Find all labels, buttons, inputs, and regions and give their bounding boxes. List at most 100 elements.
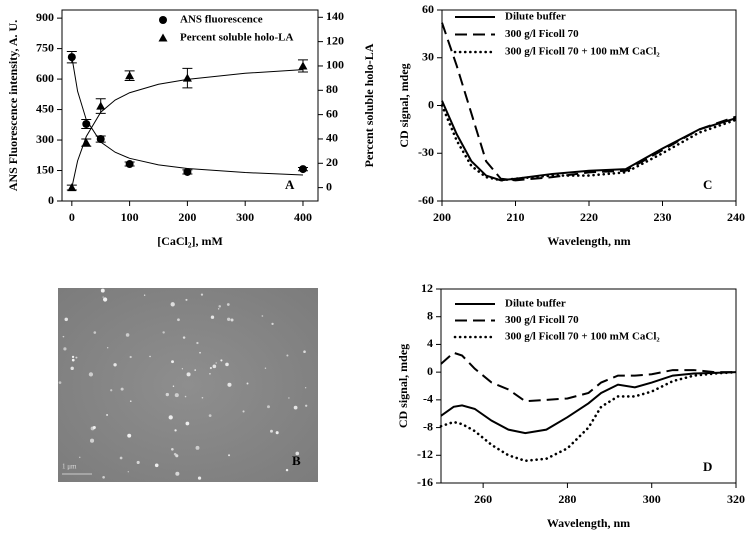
y-tick-label: -8 (423, 419, 433, 433)
speck (208, 414, 212, 417)
y2-axis-label: Percent soluble holo-LA (362, 43, 376, 167)
speck (143, 294, 146, 296)
micrograph: 1 μm B (58, 288, 318, 482)
speck (196, 341, 199, 345)
speck (177, 318, 180, 322)
y-tick-label: -16 (417, 475, 433, 489)
speck (304, 387, 307, 389)
y-axis-label: ANS Fluorescence intensity, A. U. (6, 20, 20, 191)
speck (127, 471, 129, 473)
x-tick-label: 280 (558, 492, 576, 506)
x-tick-label: 320 (727, 492, 745, 506)
speck (93, 331, 97, 334)
speck (210, 315, 215, 319)
speck (185, 298, 188, 301)
speck (270, 429, 273, 433)
y2-tick-label: 60 (326, 106, 338, 120)
speck (209, 373, 211, 375)
speck (125, 333, 130, 337)
x-axis-label: [CaCl₂], mM (157, 234, 223, 248)
data-line (440, 104, 738, 182)
speck (175, 471, 180, 476)
speck (186, 372, 191, 377)
speck (293, 405, 298, 410)
speck (173, 452, 177, 456)
y-tick-label: 450 (36, 101, 54, 115)
data-point (182, 73, 192, 82)
speck (64, 317, 68, 322)
legend-label: 300 g/l Ficoll 70 (505, 314, 579, 326)
speck (107, 347, 109, 349)
speck (62, 335, 65, 338)
data-line (440, 371, 737, 435)
speck (71, 358, 75, 362)
speck (200, 293, 204, 296)
speck (181, 368, 183, 370)
y-tick-label: 4 (427, 336, 433, 350)
data-point (67, 183, 77, 192)
speck (261, 315, 264, 317)
speck (171, 360, 174, 364)
speck (267, 405, 270, 409)
speck (209, 367, 212, 370)
y-tick-label: 150 (36, 162, 54, 176)
data-line (440, 351, 736, 403)
y-tick-label: 750 (36, 40, 54, 54)
speck (201, 396, 204, 399)
y2-tick-label: 80 (326, 82, 338, 96)
panel-label: C (703, 177, 712, 192)
y2-tick-label: 120 (326, 33, 344, 47)
y-tick-label: 0 (48, 193, 54, 207)
x-tick-label: 240 (727, 210, 745, 224)
speck (129, 400, 132, 403)
x-tick-label: 200 (178, 210, 196, 224)
speck (149, 355, 151, 358)
speck (225, 362, 229, 367)
speck (199, 351, 201, 354)
speck (127, 433, 132, 438)
speck (88, 372, 94, 377)
speck (168, 415, 173, 420)
speck (136, 460, 140, 465)
speck (220, 359, 223, 362)
data-point (96, 135, 105, 144)
y-tick-label: 60 (422, 2, 434, 16)
y-tick-label: 0 (427, 364, 433, 378)
legend-label: Percent soluble holo-LA (180, 32, 294, 44)
speck (303, 350, 306, 354)
legend-label: Dilute buffer (505, 298, 566, 310)
y-tick-label: 30 (422, 50, 434, 64)
y-tick-label: 0 (428, 97, 434, 111)
x-tick-label: 210 (507, 210, 525, 224)
speck (174, 429, 177, 432)
data-point (298, 165, 307, 174)
y-tick-label: 12 (421, 281, 433, 295)
x-axis-label: Wavelength, nm (547, 234, 630, 248)
x-axis-label: Wavelength, nm (547, 516, 630, 530)
data-point (96, 101, 106, 110)
speck (165, 392, 170, 397)
data-line (441, 100, 737, 182)
speck (305, 404, 308, 407)
y2-tick-label: 40 (326, 131, 338, 145)
data-point (183, 167, 192, 176)
speck (174, 393, 179, 398)
fit-curve (71, 69, 304, 188)
y2-tick-label: 100 (326, 58, 344, 72)
speck (217, 308, 220, 310)
speck (63, 347, 67, 351)
y2-tick-label: 20 (326, 155, 338, 169)
y-tick-label: -60 (418, 193, 434, 207)
y-tick-label: 600 (36, 71, 54, 85)
legend-label: 300 g/l Ficoll 70 (505, 28, 579, 40)
speck (71, 355, 75, 358)
speck (226, 317, 231, 321)
speck (197, 476, 202, 480)
speck (285, 468, 289, 472)
x-tick-label: 300 (236, 210, 254, 224)
speck (227, 382, 232, 387)
legend-label: Dilute buffer (505, 11, 566, 23)
speck (129, 355, 132, 359)
speck (171, 447, 174, 451)
